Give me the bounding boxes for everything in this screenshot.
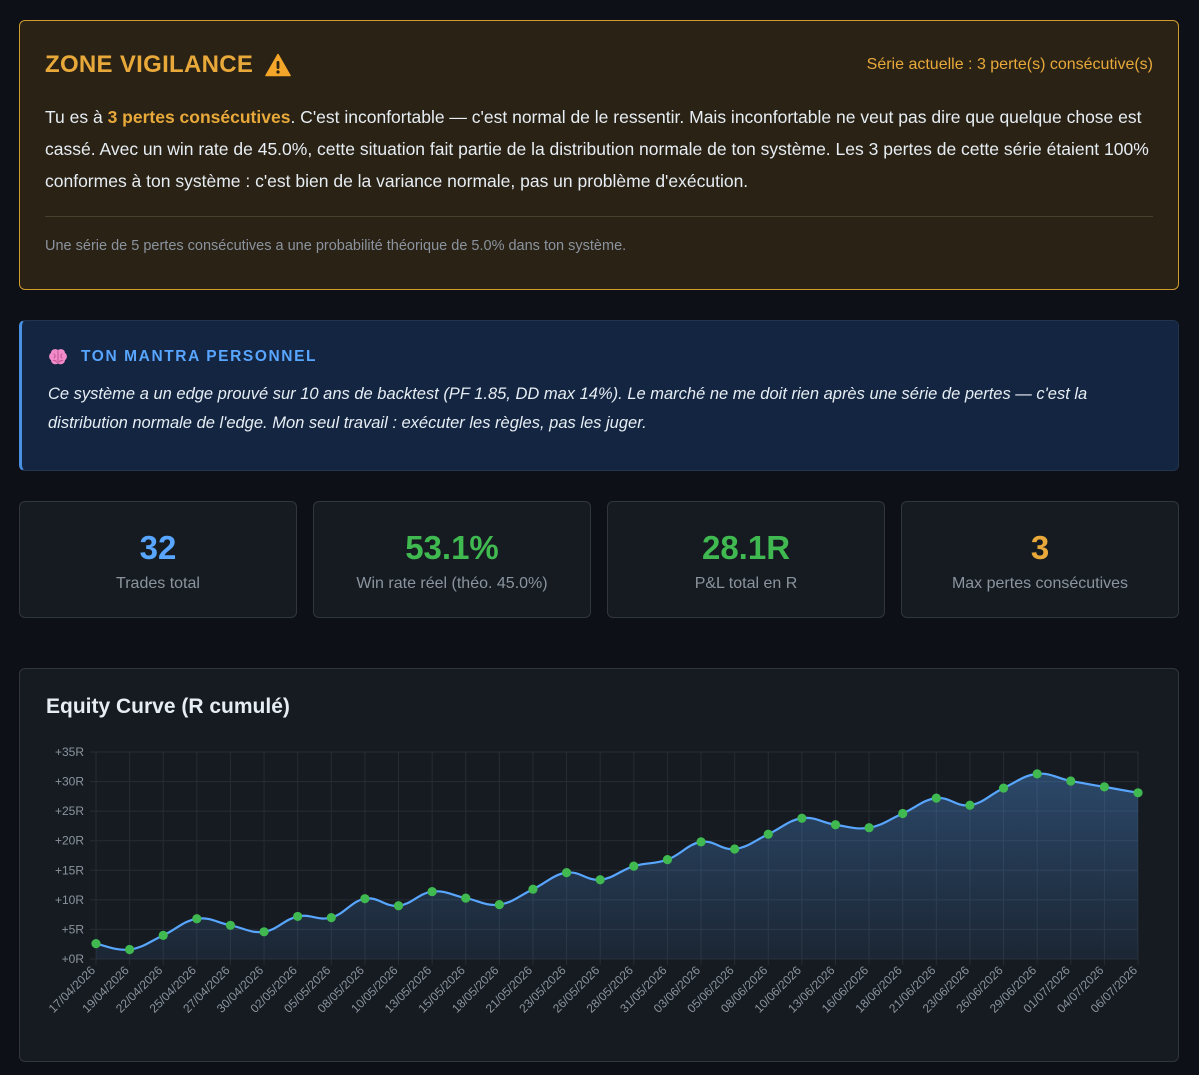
equity-point: [528, 884, 538, 894]
stat-value: 3: [1030, 529, 1050, 566]
chart-title: Equity Curve (R cumulé): [46, 695, 290, 718]
equity-point: [326, 913, 336, 923]
equity-point: [931, 793, 941, 803]
stat-card-trades-total: 32 Trades total: [19, 501, 297, 618]
equity-point: [192, 914, 202, 924]
equity-point: [797, 813, 807, 823]
alert-message-rest: . C'est inconfortable — c'est normal de …: [45, 107, 1149, 191]
equity-point: [696, 837, 706, 847]
equity-point: [830, 820, 841, 830]
alert-message-highlight: 3 pertes consécutives: [107, 107, 291, 127]
equity-point: [91, 939, 101, 949]
equity-point: [125, 944, 135, 955]
current-series-text: Série actuelle : 3 perte(s) consécutive(…: [866, 56, 1153, 73]
equity-point: [864, 823, 874, 833]
equity-point: [561, 868, 572, 878]
stat-value: 32: [139, 529, 177, 566]
equity-point: [158, 930, 168, 940]
equity-point: [763, 829, 773, 839]
y-tick-label: +25R: [55, 804, 84, 818]
equity-point: [1066, 776, 1076, 786]
equity-point: [225, 920, 236, 930]
y-tick-label: +5R: [62, 922, 85, 936]
equity-point: [965, 800, 975, 810]
equity-point: [259, 927, 269, 937]
stat-label: Trades total: [116, 575, 200, 592]
stat-label: Max pertes consécutives: [951, 575, 1129, 592]
mantra-header: TON MANTRA PERSONNEL: [48, 348, 1152, 366]
equity-point: [393, 901, 404, 911]
equity-point: [293, 911, 303, 922]
alert-title-group: ZONE VIGILANCE: [45, 51, 291, 79]
alert-message: Tu es à 3 pertes consécutives. C'est inc…: [45, 101, 1153, 197]
stat-card-win-rate: 53.1% Win rate réel (théo. 45.0%): [313, 501, 591, 618]
equity-area: [96, 773, 1138, 959]
equity-point: [427, 886, 437, 897]
equity-point: [494, 899, 504, 910]
alert-divider: [45, 216, 1153, 217]
mantra-title: TON MANTRA PERSONNEL: [81, 348, 318, 365]
equity-point: [629, 861, 639, 871]
equity-point: [1099, 782, 1109, 792]
probability-footnote: Une série de 5 pertes consécutives a une…: [45, 238, 627, 254]
stat-label: P&L total en R: [694, 575, 798, 592]
mantra-card: TON MANTRA PERSONNEL Ce système a un edg…: [19, 320, 1179, 471]
stat-label: Win rate réel (théo. 45.0%): [356, 575, 548, 592]
equity-point: [898, 808, 908, 819]
warning-triangle-icon: [265, 53, 291, 77]
equity-point: [360, 894, 370, 904]
y-tick-label: +0R: [62, 952, 85, 966]
alert-title: ZONE VIGILANCE: [45, 51, 254, 78]
equity-curve-chart: +0R+5R+10R+15R+20R+25R+30R+35R17/04/2026…: [46, 745, 1143, 1016]
equity-point: [662, 855, 673, 865]
y-tick-label: +20R: [55, 834, 84, 848]
alert-message-prefix: Tu es à: [45, 107, 108, 127]
brain-icon: [49, 349, 67, 365]
y-tick-label: +30R: [55, 775, 84, 789]
alert-header: ZONE VIGILANCE Série actuelle : 3 perte(…: [45, 21, 1153, 109]
mantra-text: Ce système a un edge prouvé sur 10 ans d…: [48, 385, 1088, 432]
equity-point: [998, 783, 1009, 793]
equity-point: [1032, 769, 1042, 779]
y-tick-label: +15R: [55, 863, 84, 877]
equity-chart-card: Equity Curve (R cumulé) +0R +5R +10R +15R +2…: [19, 668, 1179, 1062]
stat-card-max-losses: 3 Max pertes consécutives: [901, 501, 1179, 618]
equity-point: [1133, 788, 1143, 798]
equity-point: [461, 893, 471, 903]
stat-value: 53.1%: [405, 529, 499, 566]
vigilance-alert-card: ZONE VIGILANCE Série actuelle : 3 perte(…: [19, 20, 1179, 290]
y-tick-label: +10R: [55, 893, 84, 907]
stat-card-pnl: 28.1R P&L total en R: [607, 501, 885, 618]
y-tick-label: +35R: [55, 745, 84, 759]
stat-value: 28.1R: [701, 529, 791, 566]
equity-point: [595, 875, 605, 885]
equity-point: [730, 844, 740, 854]
stats-row: 32 Trades total 53.1% Win rate réel (thé…: [19, 501, 1179, 618]
